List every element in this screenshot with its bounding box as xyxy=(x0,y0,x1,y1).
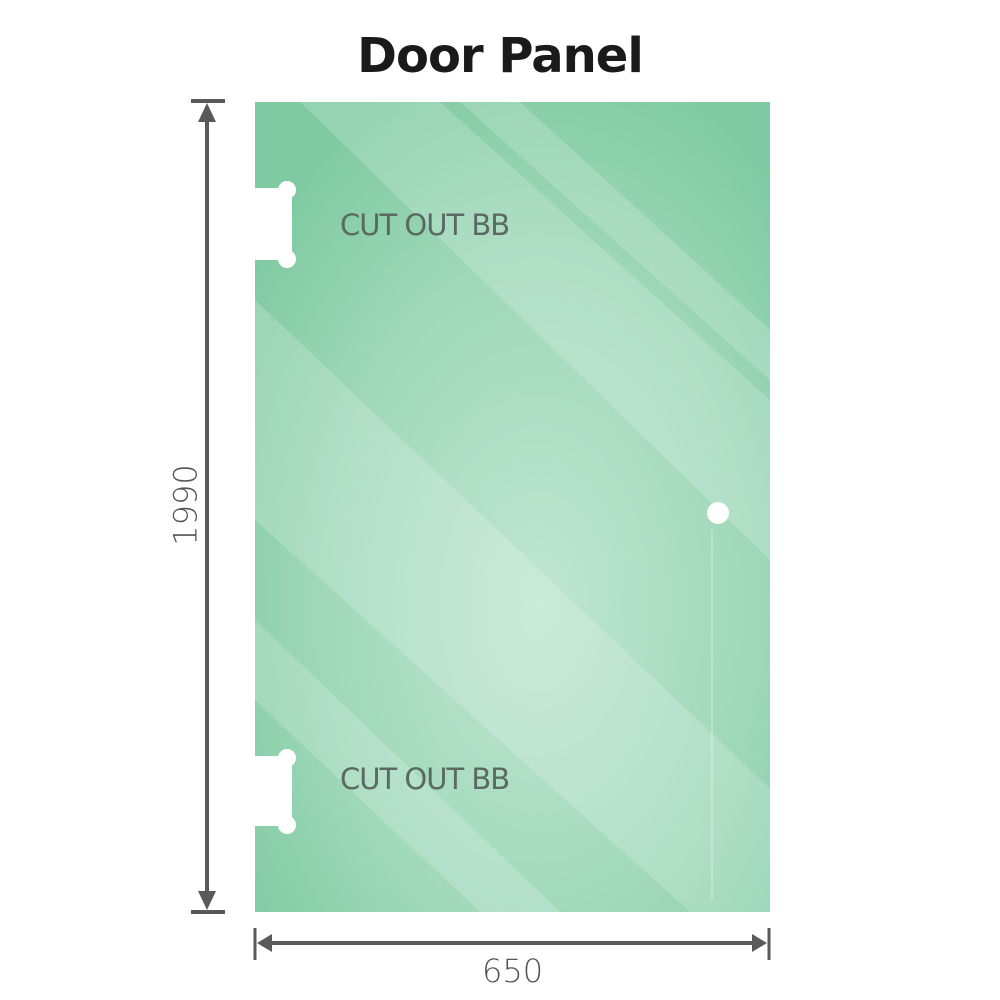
width-label: 650 xyxy=(482,952,544,990)
cutout-label-top: CUT OUT BB xyxy=(340,208,510,242)
handle-hole xyxy=(707,502,729,524)
glass-reflections xyxy=(255,102,770,912)
diagram-title: Door Panel xyxy=(357,28,644,84)
cutout-label-bottom: CUT OUT BB xyxy=(340,762,510,796)
cutout-bottom xyxy=(250,749,296,834)
cutout-top xyxy=(250,181,296,268)
height-label: 1990 xyxy=(166,464,205,546)
height-dimension-line xyxy=(191,99,225,914)
width-dimension-line xyxy=(253,928,771,960)
glass-panel xyxy=(255,102,770,912)
